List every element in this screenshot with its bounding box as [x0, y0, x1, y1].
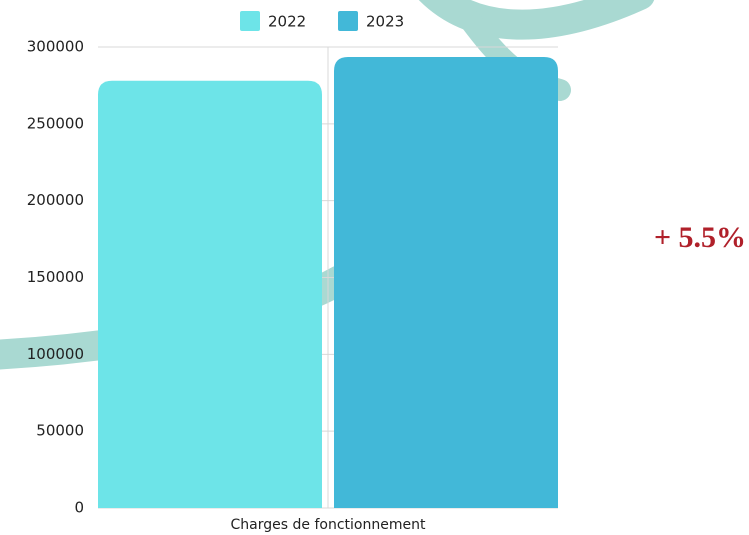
- y-tick-label: 50000: [36, 422, 84, 440]
- x-tick-label: Charges de fonctionnement: [231, 517, 426, 533]
- legend-label: 2022: [268, 13, 306, 31]
- y-tick-label: 150000: [27, 268, 84, 286]
- bar: [334, 56, 558, 508]
- y-tick-label: 200000: [27, 191, 84, 209]
- plot-area: 0 50000 100000 150000 200000 250000 300000 Char…: [27, 11, 558, 533]
- y-tick-label: 100000: [27, 345, 84, 363]
- legend-swatch: [338, 11, 358, 31]
- y-tick-label: 250000: [27, 114, 84, 132]
- y-tick-label: 0: [74, 499, 84, 517]
- legend-label: 2023: [366, 13, 404, 31]
- y-tick-label: 300000: [27, 38, 84, 56]
- bar: [98, 80, 322, 508]
- annotation: + 5.5%: [654, 221, 746, 254]
- legend-swatch: [240, 11, 260, 31]
